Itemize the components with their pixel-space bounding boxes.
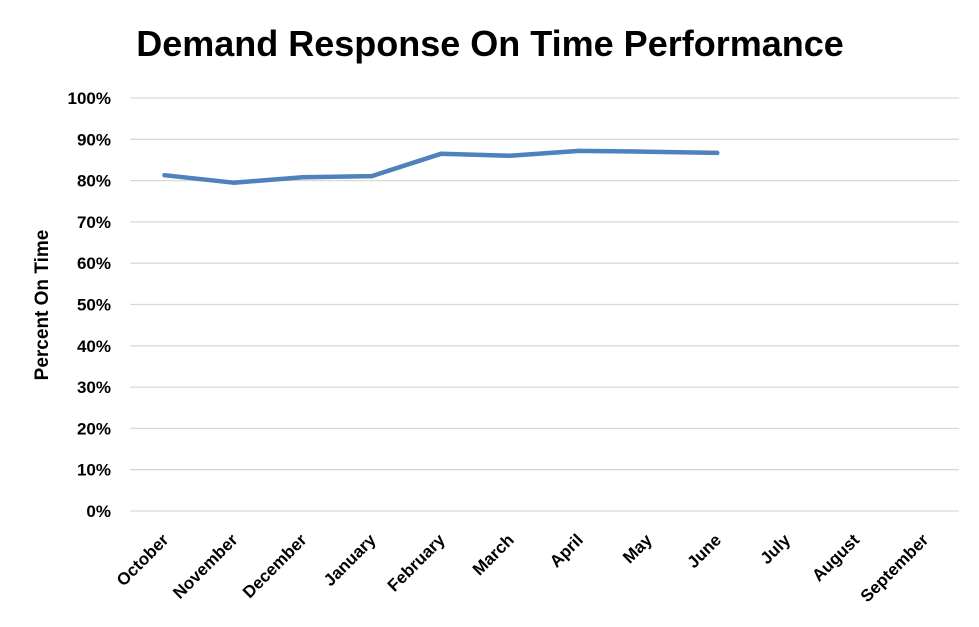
y-tick-label: 60% — [77, 254, 111, 273]
x-tick-label: June — [684, 530, 725, 571]
data-point — [438, 151, 444, 156]
y-tick-label: 90% — [77, 130, 111, 149]
y-tick-label: 0% — [86, 502, 111, 521]
x-tick-label: September — [857, 530, 933, 606]
data-point — [231, 180, 236, 185]
y-tick-label: 20% — [77, 419, 111, 438]
x-tick-label: January — [320, 530, 380, 590]
y-axis-ticks: 0% 10% 20% 30% 40% 50% 60% 70% 80% 90% 100% — [68, 89, 111, 521]
y-tick-label: 30% — [77, 378, 111, 397]
data-point — [300, 175, 305, 180]
y-tick-label: 40% — [77, 337, 111, 356]
data-point — [369, 173, 374, 179]
y-axis-title: Percent On Time — [32, 230, 53, 381]
y-tick-label: 100% — [68, 89, 111, 108]
x-tick-label: May — [619, 530, 656, 567]
x-tick-label: July — [757, 530, 795, 568]
data-point — [162, 173, 167, 178]
x-tick-label: April — [546, 530, 587, 571]
x-tick-label: February — [384, 530, 449, 595]
series-layer — [162, 148, 720, 185]
chart-title: Demand Response On Time Performance — [136, 23, 844, 64]
gridlines — [130, 97, 959, 512]
data-point — [645, 149, 651, 154]
x-tick-label: March — [469, 530, 518, 579]
y-tick-label: 70% — [77, 213, 111, 232]
x-tick-label: December — [239, 530, 311, 602]
y-tick-label: 50% — [77, 296, 111, 315]
y-tick-label: 10% — [77, 461, 111, 480]
x-tick-label: October — [113, 530, 173, 590]
y-tick-label: 80% — [77, 172, 111, 191]
x-tick-label: November — [169, 530, 241, 602]
x-tick-label: August — [808, 530, 863, 585]
data-point — [507, 153, 513, 159]
data-point — [576, 148, 582, 154]
data-point — [715, 150, 720, 156]
